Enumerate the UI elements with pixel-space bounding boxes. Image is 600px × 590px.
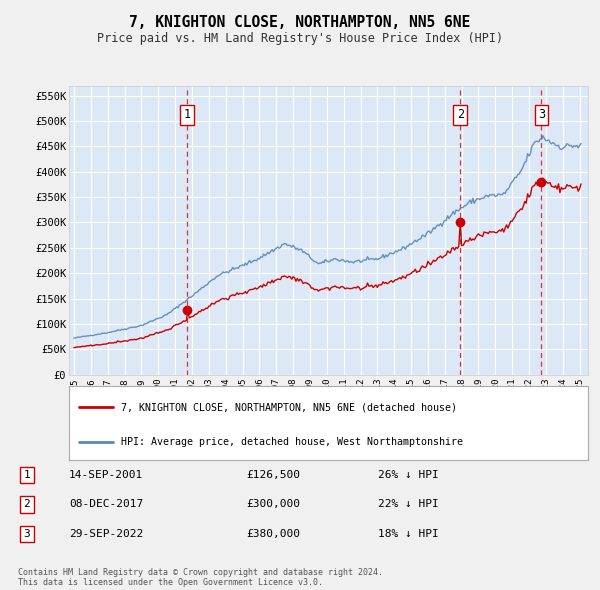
Text: 7, KNIGHTON CLOSE, NORTHAMPTON, NN5 6NE: 7, KNIGHTON CLOSE, NORTHAMPTON, NN5 6NE [130,15,470,30]
Text: 3: 3 [538,109,545,122]
Text: 7, KNIGHTON CLOSE, NORTHAMPTON, NN5 6NE (detached house): 7, KNIGHTON CLOSE, NORTHAMPTON, NN5 6NE … [121,402,457,412]
Text: 22% ↓ HPI: 22% ↓ HPI [378,500,439,509]
Text: 2: 2 [457,109,464,122]
Text: £300,000: £300,000 [246,500,300,509]
Text: Price paid vs. HM Land Registry's House Price Index (HPI): Price paid vs. HM Land Registry's House … [97,32,503,45]
Text: 18% ↓ HPI: 18% ↓ HPI [378,529,439,539]
Text: 08-DEC-2017: 08-DEC-2017 [69,500,143,509]
Text: £380,000: £380,000 [246,529,300,539]
Text: Contains HM Land Registry data © Crown copyright and database right 2024.
This d: Contains HM Land Registry data © Crown c… [18,568,383,587]
Text: 2: 2 [23,500,31,509]
Text: 1: 1 [23,470,31,480]
Text: 29-SEP-2022: 29-SEP-2022 [69,529,143,539]
Text: £126,500: £126,500 [246,470,300,480]
Text: 14-SEP-2001: 14-SEP-2001 [69,470,143,480]
Text: 3: 3 [23,529,31,539]
Text: 1: 1 [184,109,191,122]
Text: HPI: Average price, detached house, West Northamptonshire: HPI: Average price, detached house, West… [121,437,463,447]
Text: 26% ↓ HPI: 26% ↓ HPI [378,470,439,480]
